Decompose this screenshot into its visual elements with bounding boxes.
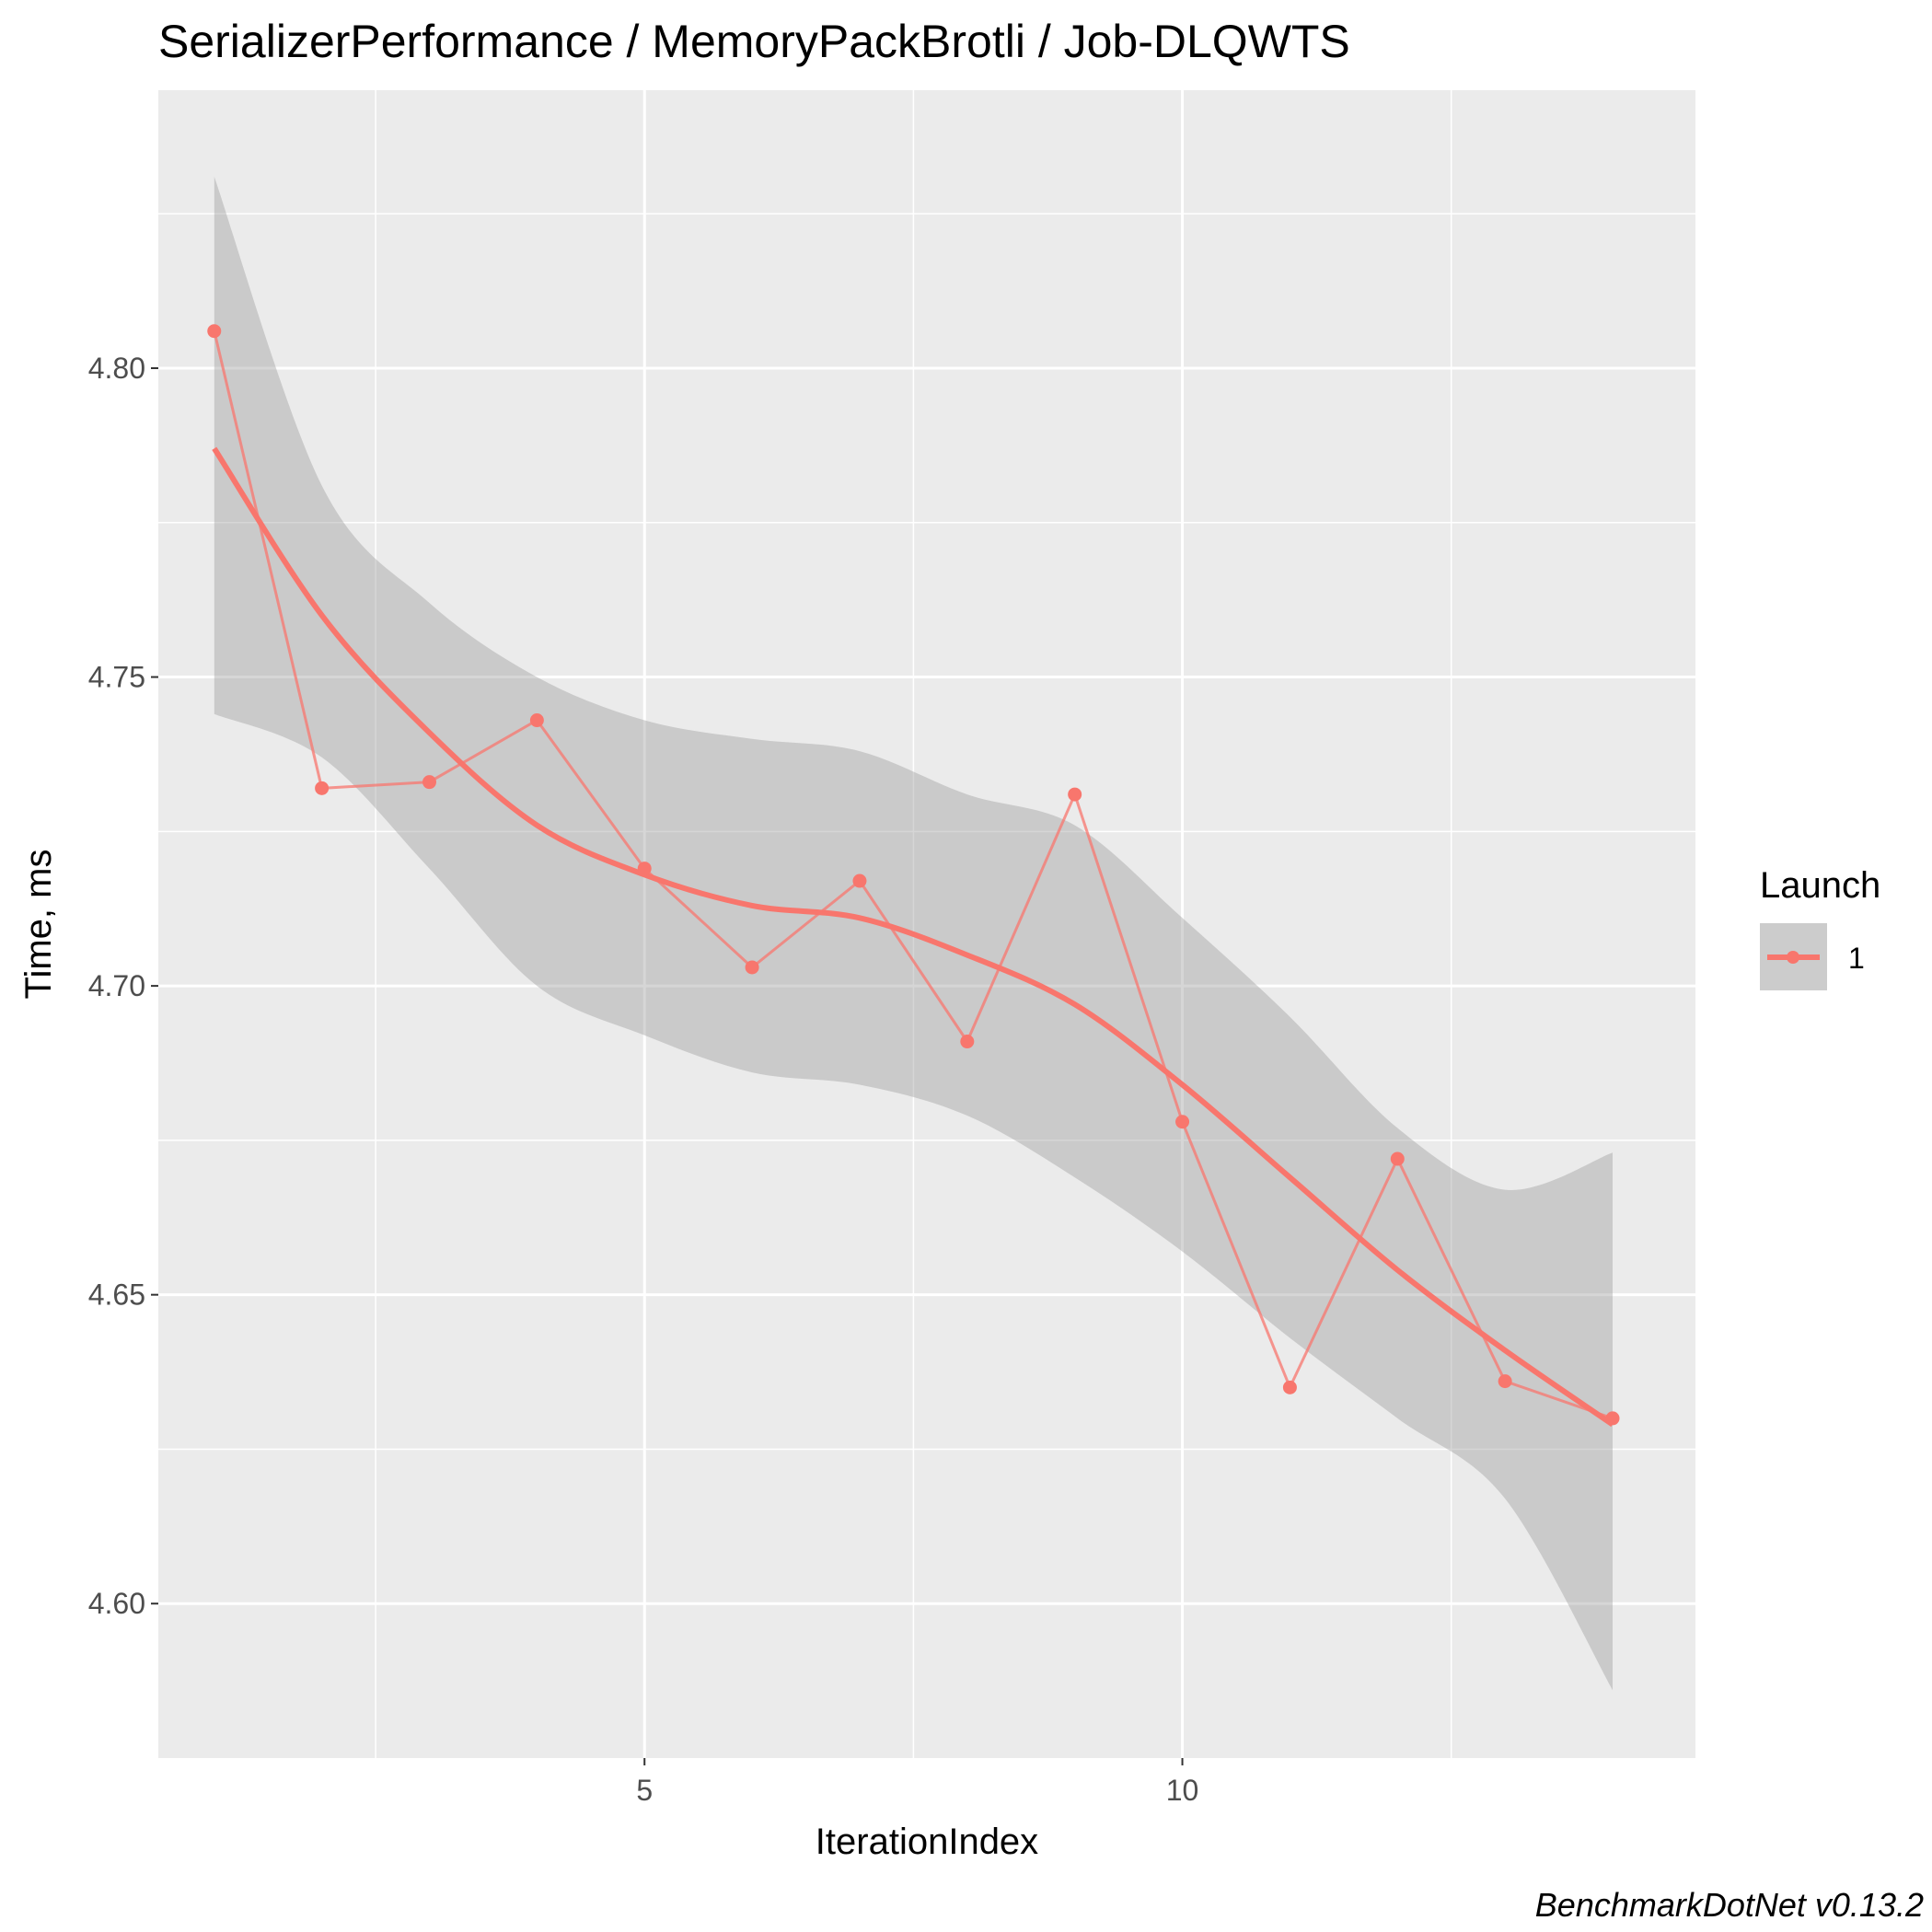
x-axis-title: IterationIndex	[816, 1822, 1038, 1862]
data-point	[1068, 787, 1082, 802]
legend-key-point	[1787, 951, 1799, 964]
y-axis: 4.60 4.65 4.70 4.75 4.80	[88, 352, 158, 1620]
y-tick-label: 4.80	[88, 352, 145, 385]
data-points	[207, 324, 1620, 1426]
y-axis-title: Time, ms	[18, 850, 59, 1000]
grid-major	[158, 90, 1695, 1758]
x-axis: 5 10	[636, 1758, 1198, 1807]
series-line	[213, 330, 1614, 1420]
y-tick-label: 4.70	[88, 969, 145, 1002]
legend-title: Launch	[1760, 865, 1880, 906]
data-point	[529, 713, 544, 728]
data-point	[422, 775, 436, 790]
y-tick-label: 4.75	[88, 661, 145, 694]
legend: Launch 1	[1760, 865, 1880, 990]
smooth-line	[212, 446, 1614, 1428]
data-point	[852, 873, 867, 888]
x-tick-label: 5	[636, 1774, 653, 1807]
data-point	[1175, 1115, 1190, 1129]
caption: BenchmarkDotNet v0.13.2	[1535, 1886, 1924, 1924]
chart-title: SerializerPerformance / MemoryPackBrotli…	[158, 16, 1350, 67]
data-point	[207, 324, 222, 339]
data-point	[1498, 1374, 1512, 1389]
x-tick-label: 10	[1166, 1774, 1199, 1807]
data-point	[745, 960, 759, 975]
y-tick-label: 4.65	[88, 1278, 145, 1312]
data-point	[1282, 1380, 1297, 1394]
data-point	[315, 781, 330, 795]
data-point	[637, 862, 652, 876]
data-point	[1605, 1411, 1620, 1426]
y-tick-label: 4.60	[88, 1587, 145, 1620]
data-point	[960, 1035, 975, 1049]
data-point	[1390, 1151, 1405, 1166]
legend-label: 1	[1848, 942, 1865, 975]
